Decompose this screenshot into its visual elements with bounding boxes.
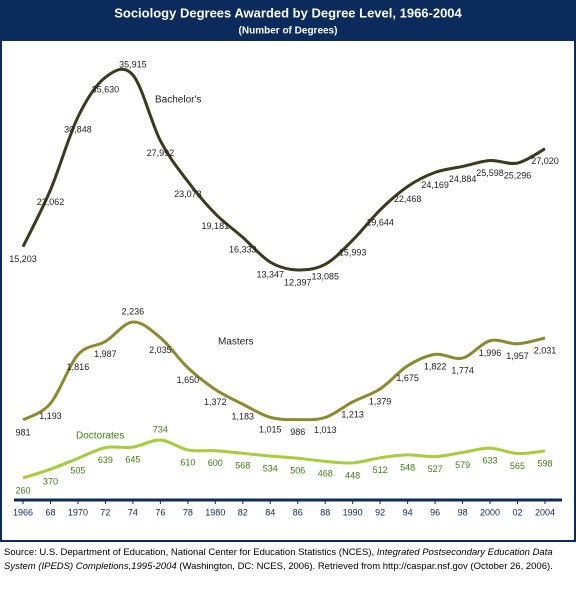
x-tick-label: 1990 — [343, 507, 363, 517]
x-tick-label: 74 — [128, 507, 138, 517]
data-label: 1,372 — [204, 397, 227, 407]
data-label: 505 — [70, 466, 85, 476]
source-title: Integrated Postsecondary Education Data … — [4, 547, 553, 572]
data-label: 448 — [345, 470, 360, 480]
data-label: 610 — [180, 457, 195, 467]
data-label: 1,193 — [39, 411, 62, 421]
data-label: 16,333 — [229, 245, 257, 255]
data-label: 1,774 — [451, 365, 474, 375]
data-label: 35,915 — [119, 59, 147, 69]
x-tick-label: 68 — [45, 507, 55, 517]
data-label: 19,644 — [366, 217, 394, 227]
data-label: 598 — [537, 458, 552, 468]
x-tick-label: 82 — [238, 507, 248, 517]
data-label: 27,020 — [531, 156, 559, 166]
x-tick-label: 76 — [155, 507, 165, 517]
x-tick-label: 02 — [513, 507, 523, 517]
chart-subtitle: (Number of Degrees) — [239, 26, 338, 37]
data-label: 986 — [290, 427, 305, 437]
source-text: Source: U.S. Department of Education, Na… — [4, 547, 377, 558]
data-label: 1,675 — [396, 373, 419, 383]
data-label: 19,181 — [202, 221, 230, 231]
data-label: 639 — [98, 455, 113, 465]
data-label: 12,397 — [284, 277, 312, 287]
series-line — [22, 320, 546, 422]
x-tick-label: 1966 — [13, 507, 33, 517]
data-label: 260 — [15, 485, 30, 495]
series-line — [22, 438, 546, 480]
x-tick-label: 72 — [100, 507, 110, 517]
data-label: 22,062 — [37, 197, 65, 207]
data-label: 1,379 — [369, 396, 392, 406]
legend-label: Masters — [218, 337, 254, 348]
legend-label: Doctorates — [76, 431, 124, 442]
data-label: 633 — [483, 455, 498, 465]
data-label: 1,816 — [67, 362, 90, 372]
x-tick-label: 1970 — [68, 507, 88, 517]
data-label: 534 — [263, 463, 278, 473]
data-label: 1,213 — [341, 409, 364, 419]
series-line — [21, 67, 546, 272]
data-label: 13,347 — [256, 269, 284, 279]
data-label: 1,957 — [506, 351, 529, 361]
data-label: 30,848 — [64, 124, 92, 134]
data-label: 1,013 — [314, 425, 337, 435]
x-tick-label: 2004 — [535, 507, 555, 517]
chart-title: Sociology Degrees Awarded by Degree Leve… — [114, 5, 462, 20]
data-label: 506 — [290, 466, 305, 476]
data-label: 2,031 — [534, 345, 557, 355]
data-label: 600 — [208, 458, 223, 468]
data-label: 23,073 — [174, 189, 202, 199]
data-label: 565 — [510, 461, 525, 471]
data-label: 22,468 — [394, 194, 422, 204]
data-label: 645 — [125, 455, 140, 465]
x-tick-label: 92 — [375, 507, 385, 517]
data-label: 1,183 — [232, 412, 255, 422]
data-label: 25,296 — [504, 170, 532, 180]
data-label: 579 — [455, 460, 470, 470]
data-label: 15,203 — [9, 254, 37, 264]
data-label: 981 — [15, 427, 30, 437]
data-label: 527 — [428, 464, 443, 474]
data-label: 1,822 — [424, 362, 447, 372]
data-label: 468 — [318, 469, 333, 479]
x-tick-label: 88 — [320, 507, 330, 517]
x-tick-label: 98 — [458, 507, 468, 517]
x-tick-label: 2000 — [480, 507, 500, 517]
data-label: 24,169 — [421, 180, 449, 190]
source-text: (Washington, DC: NCES, 2006). Retrieved … — [176, 561, 553, 572]
data-label: 734 — [153, 424, 168, 434]
data-label: 568 — [235, 461, 250, 471]
data-label: 25,598 — [476, 168, 504, 178]
x-tick-label: 86 — [293, 507, 303, 517]
x-tick-label: 96 — [430, 507, 440, 517]
title-bar — [1, 1, 575, 41]
x-tick-label: 84 — [265, 507, 275, 517]
data-label: 15,993 — [339, 248, 367, 258]
data-label: 35,630 — [92, 85, 120, 95]
data-label: 2,035 — [149, 345, 172, 355]
legend-label: Bachelor's — [155, 95, 201, 106]
data-label: 27,992 — [147, 148, 175, 158]
data-label: 1,996 — [479, 348, 502, 358]
chart: Sociology Degrees Awarded by Degree Leve… — [0, 0, 576, 542]
data-label: 13,085 — [311, 272, 339, 282]
data-label: 1,015 — [259, 425, 282, 435]
data-label: 548 — [400, 462, 415, 472]
data-label: 512 — [373, 465, 388, 475]
data-label: 24,884 — [449, 174, 477, 184]
source-note: Source: U.S. Department of Education, Na… — [4, 546, 572, 574]
data-label: 370 — [43, 477, 58, 487]
data-label: 2,236 — [122, 306, 145, 316]
x-tick-label: 94 — [403, 507, 413, 517]
x-tick-label: 78 — [183, 507, 193, 517]
x-tick-label: 1980 — [205, 507, 225, 517]
data-label: 1,650 — [177, 375, 200, 385]
data-label: 1,987 — [94, 349, 117, 359]
